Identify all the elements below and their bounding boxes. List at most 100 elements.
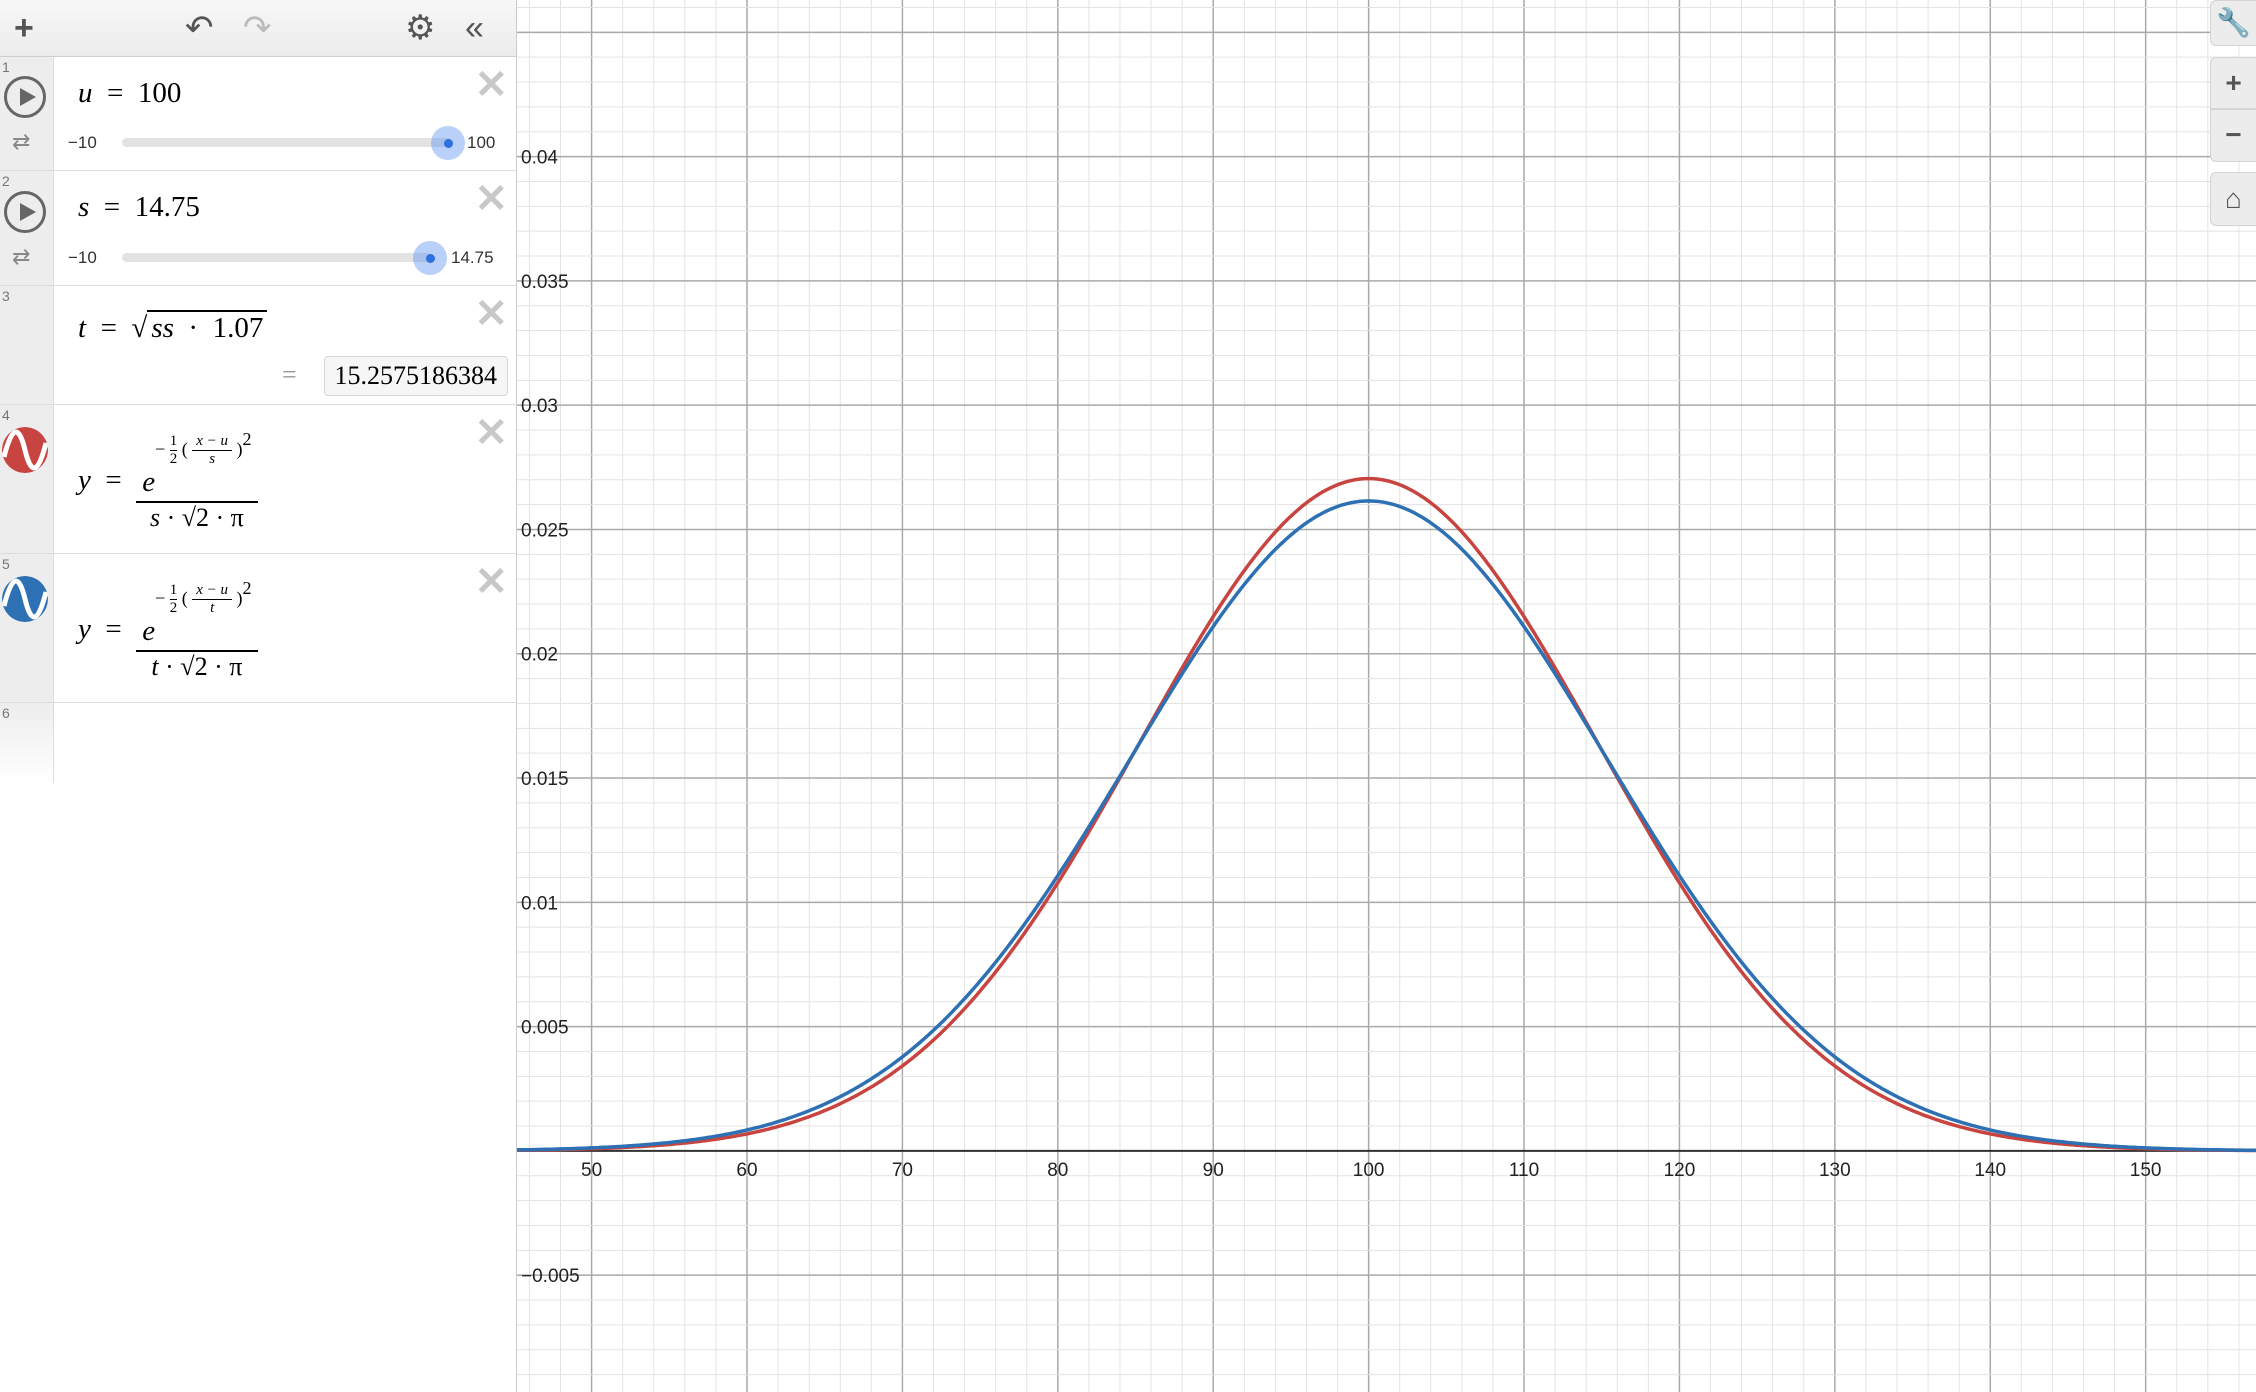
- x-tick-label: 150: [2130, 1160, 2162, 1181]
- delete-icon[interactable]: ✕: [474, 177, 508, 221]
- lhs: y: [78, 464, 91, 496]
- inner-den: s: [209, 450, 216, 467]
- play-icon[interactable]: [4, 191, 46, 233]
- y-tick-label: 0.035: [521, 272, 569, 293]
- loop-icon[interactable]: ⇄: [12, 244, 31, 269]
- factor: 1.07: [212, 312, 264, 344]
- x-tick-label: 60: [736, 1160, 757, 1181]
- row-index: 1: [2, 59, 10, 75]
- delete-icon[interactable]: ✕: [474, 292, 508, 336]
- variable-value[interactable]: 14.75: [134, 191, 200, 223]
- row-index: 6: [2, 705, 10, 721]
- blue-curve: [517, 499, 2256, 1153]
- equals: =: [100, 312, 117, 344]
- equals: =: [103, 191, 121, 223]
- equals: =: [105, 613, 122, 645]
- x-tick-label: 80: [1047, 1160, 1068, 1181]
- loop-icon[interactable]: ⇄: [12, 129, 31, 154]
- slider-max[interactable]: 14.75: [451, 248, 494, 267]
- toolbar: + ↶ ↷ ⚙ «: [0, 0, 516, 57]
- blue-curve-color-icon[interactable]: [2, 576, 48, 622]
- expression-row-s[interactable]: 2 ⇄ s = 14.75 −10 14.75 ✕: [0, 171, 516, 286]
- row-index: 2: [2, 173, 10, 189]
- row-index: 4: [2, 407, 10, 423]
- dot: ·: [188, 312, 199, 344]
- variable-name: u: [78, 77, 93, 109]
- x-tick-label: 50: [581, 1160, 602, 1181]
- slider-thumb[interactable]: [431, 126, 465, 160]
- red-curve-color-icon[interactable]: [2, 427, 48, 473]
- sqrt-symbol: √: [131, 312, 148, 344]
- y-tick-label: 0.03: [521, 396, 558, 417]
- half-den: 2: [169, 450, 178, 467]
- equals: =: [107, 77, 124, 109]
- red-curve: [517, 476, 2256, 1153]
- e: e: [142, 465, 156, 498]
- home-icon[interactable]: ⌂: [2210, 172, 2256, 226]
- x-tick-label: 70: [892, 1160, 913, 1181]
- half-num: 1: [169, 581, 178, 600]
- den-var: s: [149, 502, 161, 532]
- x-tick-label: 110: [1509, 1160, 1539, 1181]
- y-tick-label: 0.02: [521, 645, 558, 666]
- wrench-icon[interactable]: 🔧: [2210, 0, 2256, 46]
- den-rest: 2 · π: [194, 649, 243, 681]
- redo-button[interactable]: ↷: [243, 9, 272, 47]
- den-rest: 2 · π: [196, 500, 244, 532]
- half-num: 1: [169, 432, 178, 451]
- expression-row-empty[interactable]: 6: [0, 703, 516, 783]
- row-index: 3: [2, 288, 10, 304]
- slider-max[interactable]: 100: [467, 133, 496, 152]
- zoom-in-button[interactable]: +: [2210, 57, 2256, 109]
- radicand: ss: [151, 312, 174, 344]
- x-tick-label: 140: [1974, 1160, 2006, 1181]
- evaluation-result: 15.2575186384: [323, 356, 508, 396]
- variable-name: t: [78, 312, 87, 344]
- settings-gear-icon[interactable]: ⚙: [405, 9, 436, 47]
- power: 2: [242, 577, 252, 598]
- delete-icon[interactable]: ✕: [474, 411, 508, 455]
- half-den: 2: [169, 599, 178, 616]
- inner-den: t: [210, 599, 215, 616]
- inner-num: x − u: [192, 433, 233, 451]
- expression-list: + ↶ ↷ ⚙ « 1 ⇄ u = 100 −10 100 ✕ 2 ⇄ s = …: [0, 0, 517, 1392]
- slider-track[interactable]: [122, 253, 432, 262]
- slider-min[interactable]: −10: [68, 248, 97, 267]
- lhs: y: [78, 613, 91, 645]
- variable-value[interactable]: 100: [137, 77, 182, 109]
- y-tick-label: −0.005: [521, 1266, 580, 1287]
- y-tick-label: 0.025: [521, 520, 569, 541]
- y-tick-label: 0.04: [521, 148, 558, 169]
- collapse-list-button[interactable]: «: [465, 9, 484, 47]
- e: e: [142, 614, 156, 647]
- undo-button[interactable]: ↶: [185, 9, 214, 47]
- delete-icon[interactable]: ✕: [474, 560, 508, 604]
- inner-num: x − u: [192, 582, 233, 600]
- equals: =: [105, 464, 122, 496]
- variable-name: s: [78, 191, 90, 223]
- play-icon[interactable]: [4, 76, 46, 118]
- result-equals: =: [282, 360, 297, 389]
- slider-track[interactable]: [122, 138, 452, 147]
- slider-thumb[interactable]: [413, 241, 447, 275]
- minus: −: [155, 438, 166, 459]
- slider-min[interactable]: −10: [68, 133, 97, 152]
- expression-row-u[interactable]: 1 ⇄ u = 100 −10 100 ✕: [0, 57, 516, 171]
- x-tick-label: 100: [1353, 1160, 1385, 1181]
- y-tick-label: 0.01: [521, 893, 558, 914]
- add-expression-button[interactable]: +: [14, 9, 34, 47]
- x-tick-label: 130: [1819, 1160, 1851, 1181]
- den-var: t: [151, 651, 159, 681]
- row-index: 5: [2, 556, 10, 572]
- zoom-out-button[interactable]: −: [2210, 109, 2256, 162]
- graph-canvas[interactable]: 50 60 70 80 90 100 110 120 130 140 150 0.04 0.035 0.0…: [517, 0, 2256, 1392]
- expression-row-t[interactable]: 3 t = √ ss · 1.07 = 15.2575186384 ✕: [0, 286, 516, 405]
- y-tick-label: 0.005: [521, 1018, 569, 1039]
- y-tick-label: 0.015: [521, 769, 569, 790]
- delete-icon[interactable]: ✕: [474, 63, 508, 107]
- minus: −: [155, 587, 166, 608]
